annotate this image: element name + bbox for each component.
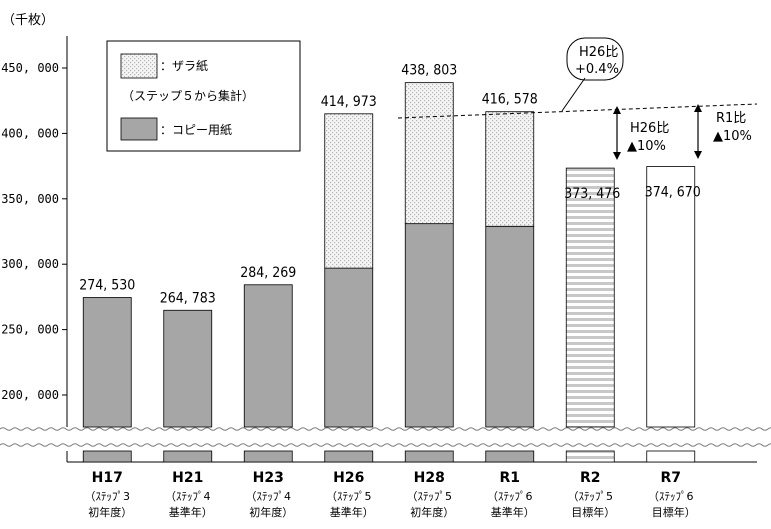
- bar-copy-paper-stub: [324, 450, 374, 463]
- bar-copy-paper-stub: [82, 450, 132, 463]
- bar-target-stub: [565, 450, 615, 463]
- category-sub-label: 初年度）: [88, 505, 132, 519]
- category-sub-label: 基準年）: [169, 505, 213, 519]
- bar-target: [646, 166, 696, 428]
- data-label: 438, 803: [401, 63, 457, 79]
- bar-copy-paper-stub: [163, 450, 213, 463]
- data-label: 284, 269: [240, 265, 296, 281]
- bar-target-stub: [646, 450, 696, 463]
- bar-zara-paper: [404, 82, 454, 225]
- category-labels: H17 （ｽﾃｯﾌﾟ3 初年度） H21 （ｽﾃｯﾌﾟ4 基準年） H23 （ｽﾃｯﾌﾟ4 初年…: [85, 470, 696, 519]
- bar-copy-paper: [324, 267, 374, 428]
- data-label: 264, 783: [160, 290, 216, 306]
- category-label: R2: [580, 470, 601, 486]
- bar-copy-paper: [404, 223, 454, 428]
- category-sub-label: （ｽﾃｯﾌﾟ4: [165, 490, 211, 503]
- y-tick-label: 300, 000: [1, 257, 59, 271]
- category-sub-label: 目標年）: [652, 505, 696, 519]
- annot-r1-reduction-2: ▲10%: [713, 129, 752, 144]
- callout-line2: +0.4%: [575, 62, 619, 77]
- bar-zara-paper: [324, 113, 374, 269]
- category-label: R7: [660, 470, 681, 486]
- y-ticks: 450, 000 400, 000 350, 000 300, 000 250, 000…: [1, 61, 67, 402]
- category-sub-label: 基準年）: [491, 505, 535, 519]
- y-tick-label: 450, 000: [1, 61, 59, 75]
- bar-target: [565, 167, 615, 428]
- annot-h26-reduction-2: ▲10%: [627, 139, 666, 154]
- reference-dashed-line: [397, 103, 758, 119]
- y-tick-label: 350, 000: [1, 192, 59, 206]
- category-sub-label: 目標年）: [571, 505, 615, 519]
- callout-pointer: [561, 77, 586, 112]
- arrow-r1-reduction: [694, 104, 702, 159]
- category-label: H17: [92, 470, 123, 486]
- y-unit-label: （千枚）: [2, 13, 54, 28]
- data-label: 374, 670: [645, 185, 701, 201]
- y-tick-label: 400, 000: [1, 126, 59, 140]
- legend-label-zara: ：ザラ紙: [160, 58, 208, 73]
- bar-copy-paper-stub: [485, 450, 535, 463]
- data-label: 373, 476: [564, 186, 620, 202]
- bar-copy-paper: [485, 225, 535, 428]
- bar-copy-paper: [82, 297, 132, 428]
- data-labels: 274, 530 264, 783 284, 269 414, 973 438, 803…: [79, 63, 701, 307]
- axis-break-line-upper: [0, 427, 771, 431]
- bar-copy-paper-stub: [243, 450, 293, 463]
- category-label: R1: [499, 470, 520, 486]
- callout-h26-change: H26比 +0.4%: [561, 37, 624, 112]
- legend-swatch-copy: [120, 117, 158, 141]
- annot-r1-reduction-1: R1比: [716, 111, 746, 126]
- category-sub-label: 基準年）: [330, 505, 374, 519]
- data-label: 274, 530: [79, 278, 135, 294]
- category-label: H21: [172, 470, 203, 486]
- bar-copy-paper: [243, 284, 293, 428]
- y-tick-label: 250, 000: [1, 323, 59, 337]
- legend-label-copy: ：コピー用紙: [160, 122, 232, 137]
- category-sub-label: （ｽﾃｯﾌﾟ6: [487, 490, 533, 503]
- legend-note-zara: （ステップ５から集計）: [122, 88, 254, 103]
- category-label: H28: [414, 470, 445, 486]
- legend: ：ザラ紙 （ステップ５から集計） ：コピー用紙: [106, 40, 301, 152]
- category-sub-label: 初年度）: [410, 505, 454, 519]
- category-sub-label: （ｽﾃｯﾌﾟ5: [568, 490, 614, 503]
- bars: [82, 82, 696, 463]
- category-sub-label: （ｽﾃｯﾌﾟ5: [326, 490, 372, 503]
- legend-swatch-zara: [120, 53, 158, 79]
- category-sub-label: （ｽﾃｯﾌﾟ6: [648, 490, 694, 503]
- callout-line1: H26比: [579, 45, 618, 60]
- annot-h26-reduction-1: H26比: [630, 121, 669, 136]
- category-label: H26: [333, 470, 364, 486]
- data-label: 414, 973: [321, 94, 377, 110]
- arrow-h26-reduction: [613, 106, 621, 160]
- bar-copy-paper: [163, 309, 213, 428]
- category-sub-label: （ｽﾃｯﾌﾟ3: [85, 490, 131, 503]
- bar-copy-paper-stub: [404, 450, 454, 463]
- category-sub-label: （ｽﾃｯﾌﾟ5: [407, 490, 453, 503]
- bar-zara-paper: [485, 111, 535, 227]
- axis-break-line-lower: [0, 443, 771, 447]
- callout-box: [566, 37, 624, 81]
- category-sub-label: （ｽﾃｯﾌﾟ4: [246, 490, 292, 503]
- data-label: 416, 578: [482, 92, 538, 108]
- category-label: H23: [253, 470, 284, 486]
- category-sub-label: 初年度）: [249, 505, 293, 519]
- y-tick-label: 200, 000: [1, 388, 59, 402]
